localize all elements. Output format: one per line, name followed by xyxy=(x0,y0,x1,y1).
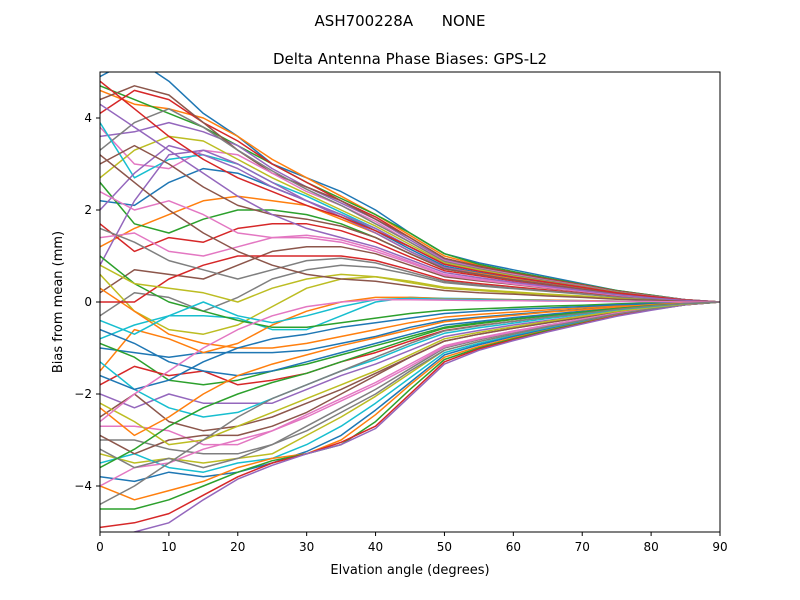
series-line-43 xyxy=(100,255,720,329)
series-line-53 xyxy=(100,301,720,469)
x-tick-label: 10 xyxy=(161,540,176,554)
y-axis: −4 −2 0 2 4 xyxy=(74,111,100,493)
y-tick-label: 4 xyxy=(84,111,92,125)
x-tick-label: 70 xyxy=(575,540,590,554)
series-line-55 xyxy=(100,103,720,303)
series-line-37 xyxy=(100,301,720,487)
chart-title: Delta Antenna Phase Biases: GPS-L2 xyxy=(273,50,547,68)
x-tick-label: 60 xyxy=(506,540,521,554)
y-tick-label: 0 xyxy=(84,295,92,309)
series-line-58 xyxy=(100,301,720,506)
x-tick-label: 30 xyxy=(299,540,314,554)
x-tick-label: 90 xyxy=(712,540,727,554)
x-tick-label: 0 xyxy=(96,540,104,554)
y-tick-label: −4 xyxy=(74,479,92,493)
series-line-46 xyxy=(100,144,720,303)
series-line-54 xyxy=(100,80,720,303)
series-line-42 xyxy=(100,287,720,349)
series-line-49 xyxy=(100,264,720,303)
x-axis-label: Elvation angle (degrees) xyxy=(330,563,489,578)
series-line-48 xyxy=(100,227,720,303)
y-tick-label: 2 xyxy=(84,203,92,217)
series-line-56 xyxy=(100,154,720,303)
series-line-38 xyxy=(100,301,720,469)
series-line-51 xyxy=(100,301,720,391)
x-axis: 0 10 20 30 40 50 60 70 80 90 xyxy=(96,532,728,554)
x-tick-label: 80 xyxy=(643,540,658,554)
x-tick-label: 50 xyxy=(437,540,452,554)
series-line-52 xyxy=(100,301,720,437)
y-axis-label: Bias from mean (mm) xyxy=(51,231,66,373)
y-tick-label: −2 xyxy=(74,387,92,401)
series-layer xyxy=(100,72,720,532)
x-tick-label: 20 xyxy=(230,540,245,554)
series-line-57 xyxy=(100,298,720,423)
series-line-35 xyxy=(131,301,720,532)
chart-suptitle: ASH700228A NONE xyxy=(315,12,486,30)
x-tick-label: 40 xyxy=(368,540,383,554)
